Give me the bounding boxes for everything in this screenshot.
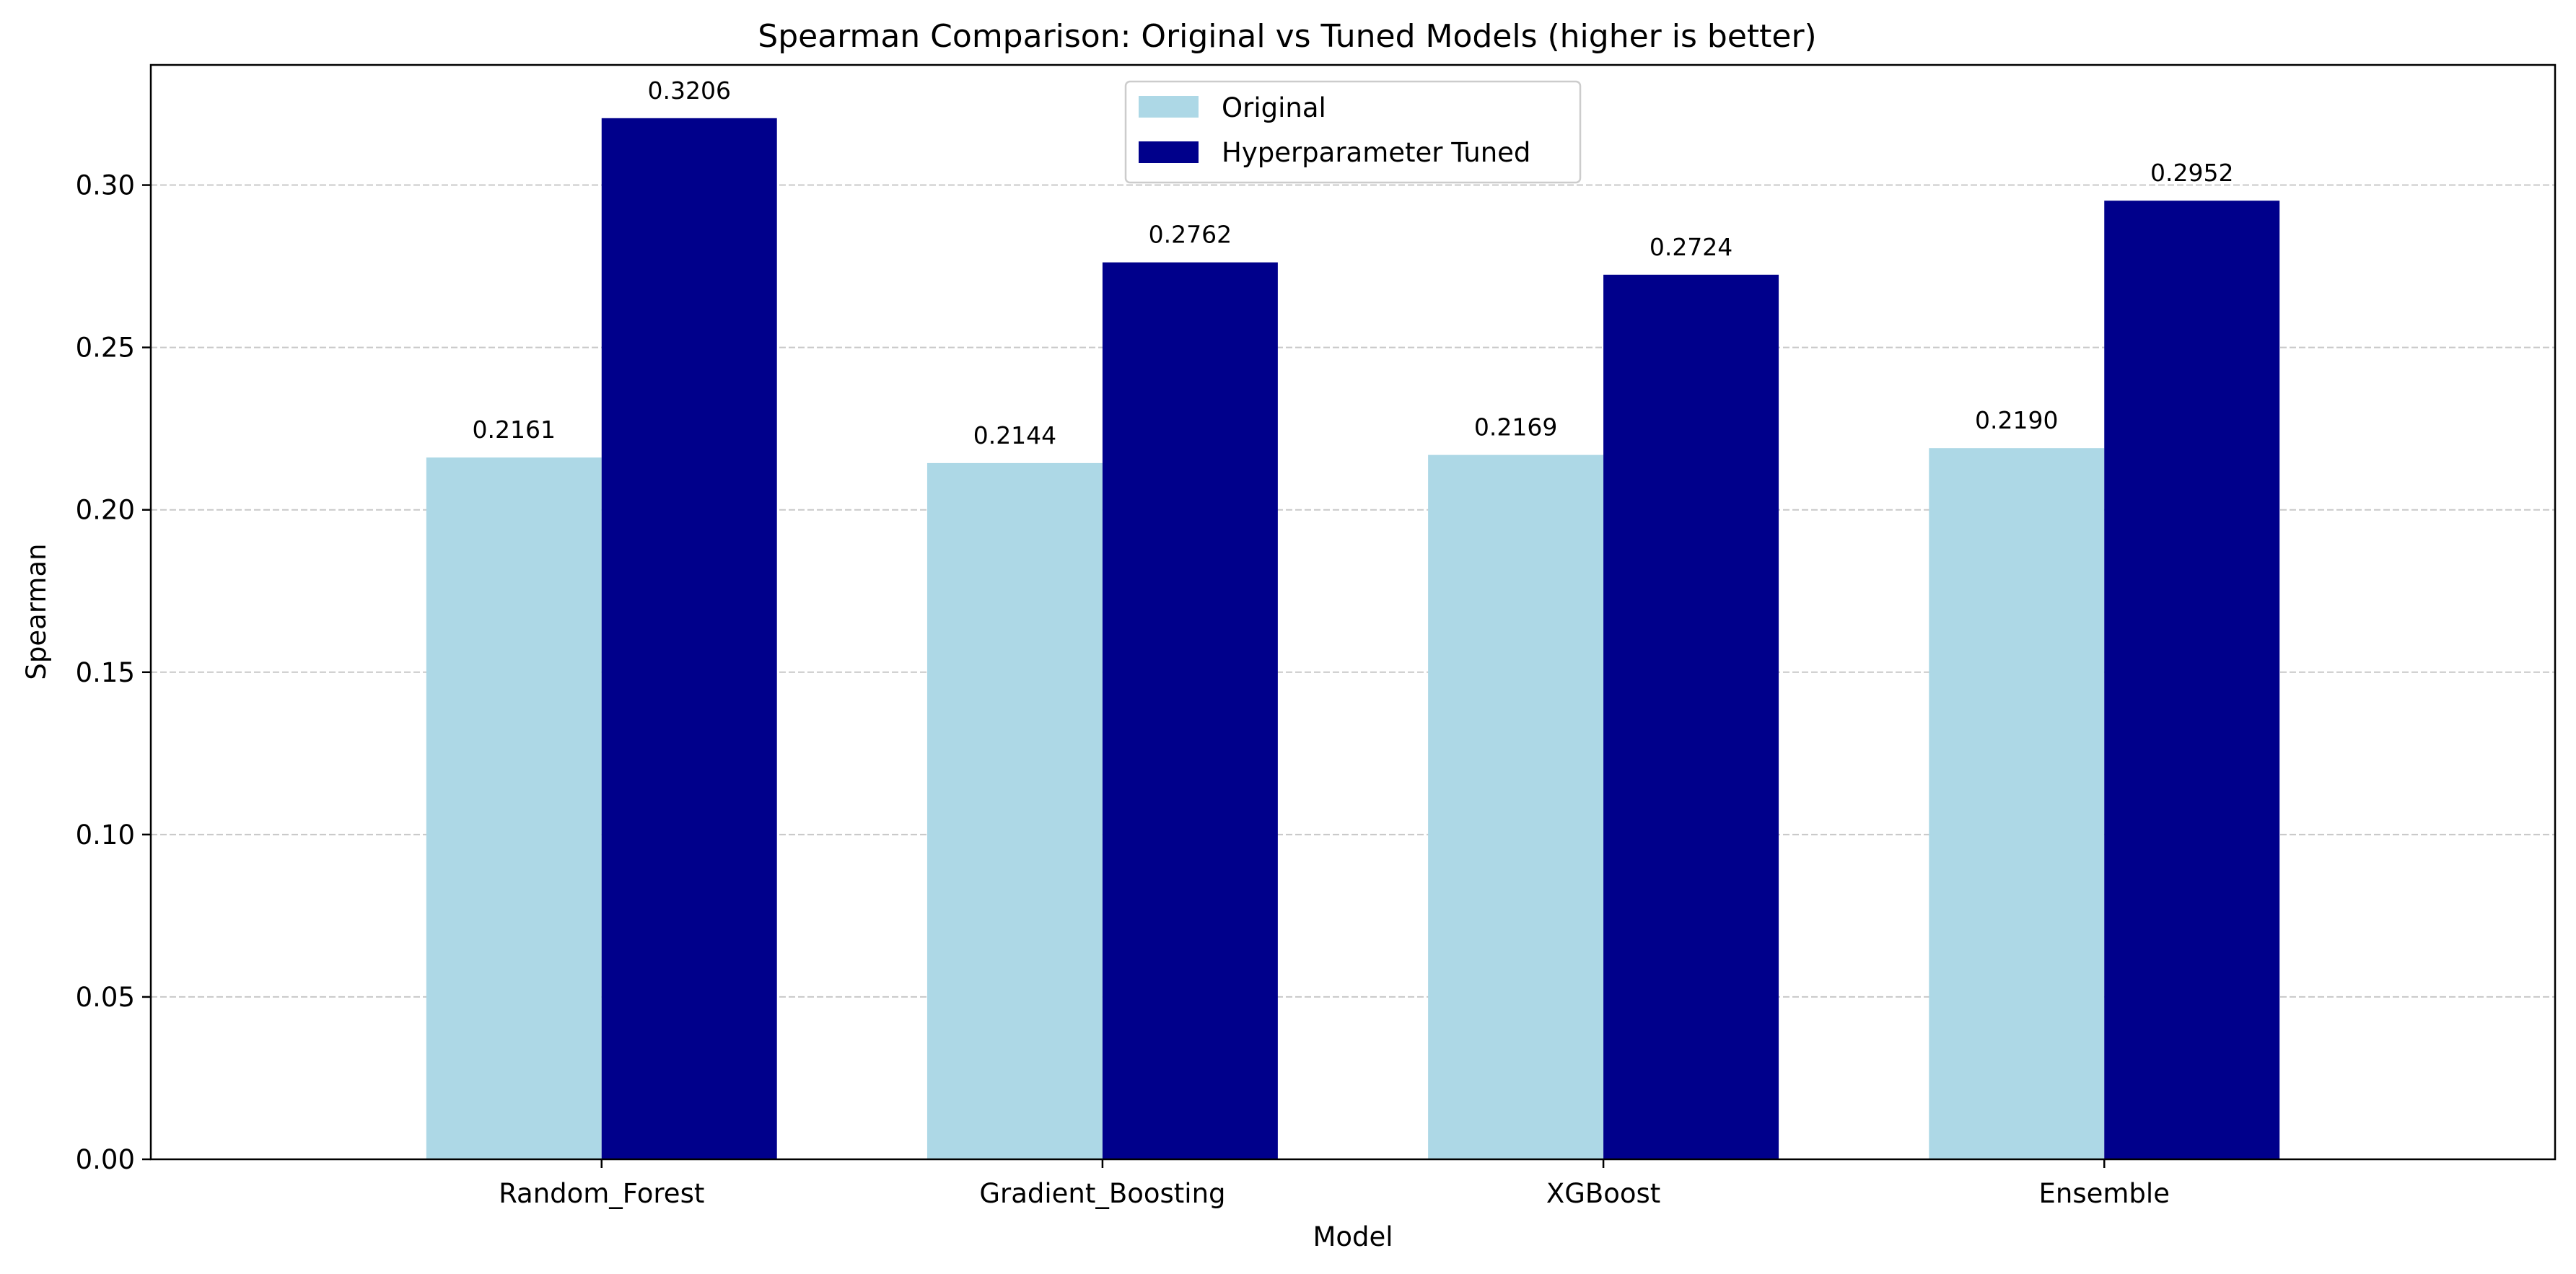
y-tick-label: 0.25 xyxy=(76,333,135,364)
y-tick-label: 0.30 xyxy=(76,170,135,201)
y-tick-label: 0.20 xyxy=(76,495,135,526)
x-tick-label: XGBoost xyxy=(1546,1178,1660,1209)
bar-value-label: 0.2144 xyxy=(973,421,1056,449)
y-tick-label: 0.00 xyxy=(76,1144,135,1175)
bar-value-labels: 0.2161 0.2144 0.2169 0.2190 0.3206 0.2762 0.27… xyxy=(473,76,2234,449)
bar-value-label: 0.2724 xyxy=(1650,233,1732,261)
bar-tuned-gradient-boosting xyxy=(1102,262,1278,1160)
x-axis-label: Model xyxy=(1313,1221,1393,1252)
legend: Original Hyperparameter Tuned xyxy=(1124,80,1582,184)
bars xyxy=(426,118,2280,1160)
bar-tuned-ensemble xyxy=(2104,201,2280,1160)
bar-original-random-forest xyxy=(426,457,602,1159)
bar-original-xgboost xyxy=(1428,454,1604,1159)
y-tick-label: 0.05 xyxy=(76,982,135,1013)
y-tick-label: 0.15 xyxy=(76,657,135,688)
bar-original-gradient-boosting xyxy=(926,462,1103,1159)
x-tick-label: Random_Forest xyxy=(499,1178,704,1209)
x-tick-label: Gradient_Boosting xyxy=(979,1178,1225,1209)
y-axis-label: Spearman xyxy=(21,543,52,680)
x-tick-label: Ensemble xyxy=(2039,1178,2170,1209)
legend-label-original: Original xyxy=(1222,92,1326,123)
bar-value-label: 0.2161 xyxy=(473,416,556,444)
plot-frame xyxy=(149,63,2557,1161)
legend-swatch-tuned xyxy=(1139,141,1199,163)
y-axis-ticks: 0.00 0.05 0.10 0.15 0.20 0.25 0.30 xyxy=(76,170,151,1175)
legend-box xyxy=(1124,80,1582,184)
bar-value-label: 0.2190 xyxy=(1975,406,2058,434)
bar-value-label: 0.3206 xyxy=(647,76,730,105)
bar-tuned-random-forest xyxy=(601,118,777,1159)
legend-label-tuned: Hyperparameter Tuned xyxy=(1222,137,1530,168)
bar-original-ensemble xyxy=(1929,448,2105,1159)
bar-value-label: 0.2169 xyxy=(1474,413,1557,441)
bar-value-label: 0.2762 xyxy=(1149,221,1232,249)
chart-title: Spearman Comparison: Original vs Tuned M… xyxy=(758,18,1816,55)
y-tick-label: 0.10 xyxy=(76,820,135,851)
legend-swatch-original xyxy=(1139,96,1199,118)
bar-tuned-xgboost xyxy=(1603,274,1779,1159)
x-axis-ticks: Random_Forest Gradient_Boosting XGBoost Ens… xyxy=(499,1159,2170,1209)
bar-value-label: 0.2952 xyxy=(2150,159,2233,187)
